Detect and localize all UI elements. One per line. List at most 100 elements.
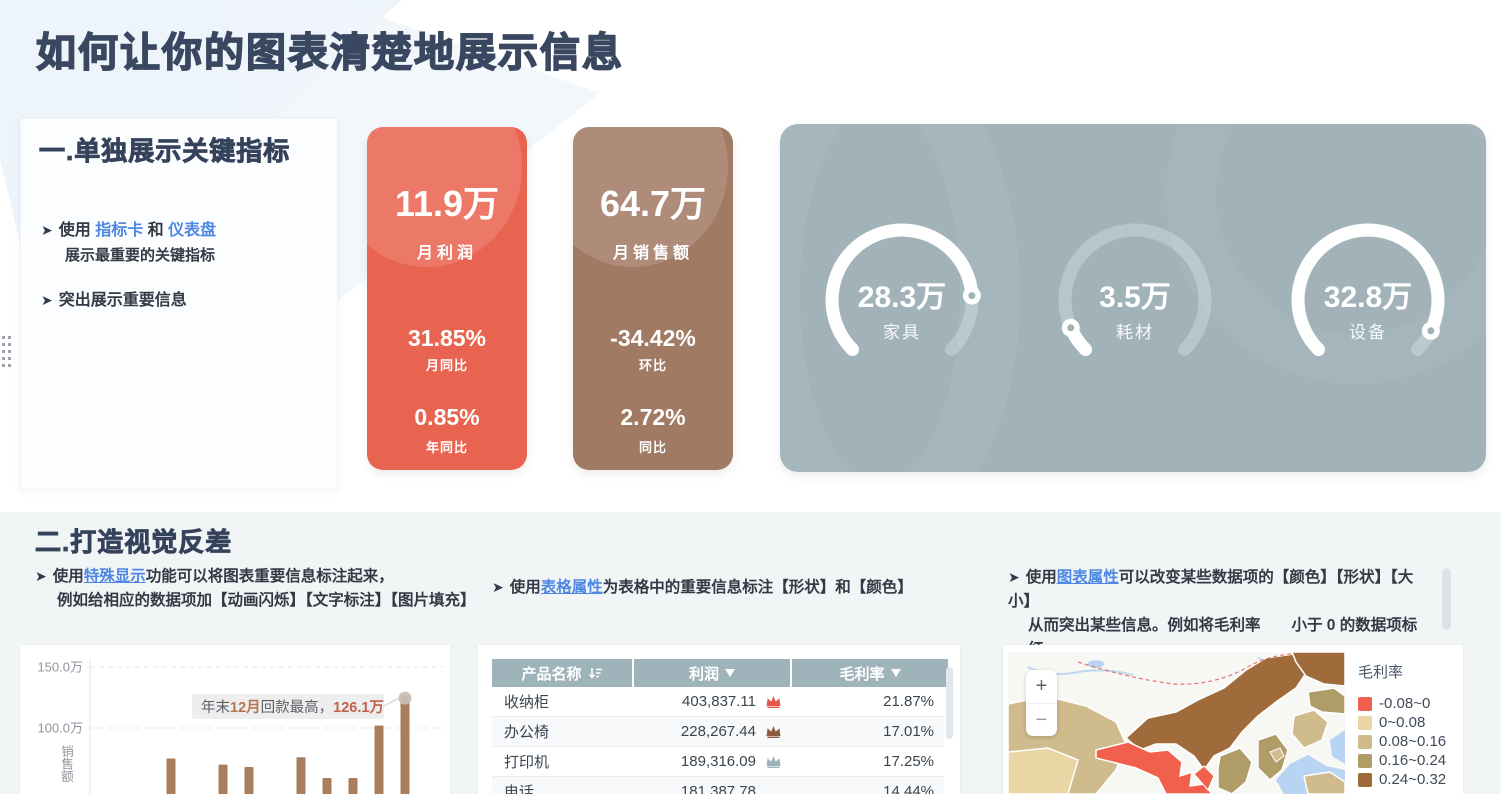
cell-margin: 14.44%	[883, 783, 934, 794]
map-region[interactable]	[1007, 747, 1079, 794]
column-header-profit[interactable]: 利润	[634, 659, 790, 687]
crown-rank-icon	[765, 694, 782, 712]
crown-rank-icon	[765, 724, 782, 742]
legend-swatch	[1358, 696, 1372, 711]
map-region[interactable]	[1217, 747, 1253, 794]
y-axis-label: 销售额	[59, 745, 73, 783]
gauge-家具: 28.3万 家具	[802, 200, 1002, 430]
bullet-text: 使用	[1025, 569, 1057, 586]
arrow-icon: ➤	[492, 579, 504, 595]
section1-heading: 一.单独展示关键指标	[39, 136, 291, 167]
cell-product-name: 电话	[504, 784, 535, 794]
y-axis-tick: 100.0万	[37, 721, 83, 736]
cell-margin: 21.87%	[883, 693, 934, 710]
bullet-text: 使用	[52, 568, 84, 585]
column-label: 产品名称	[521, 665, 582, 683]
map-canvas	[1007, 651, 1346, 794]
legend-label: 0~0.08	[1379, 714, 1426, 731]
kpi-metric-label: 同比	[638, 440, 667, 455]
filter-dropdown-icon[interactable]	[725, 669, 735, 677]
legend-label: 0.08~0.16	[1379, 733, 1447, 750]
bullet-text: 和	[143, 222, 169, 239]
legend-label: 0.16~0.24	[1379, 752, 1447, 769]
filter-dropdown-icon[interactable]	[890, 669, 901, 677]
legend-item[interactable]: 0.24~0.32	[1358, 770, 1460, 789]
map-region[interactable]	[1095, 741, 1213, 794]
bar	[322, 778, 332, 794]
link-chart-props[interactable]: 图表属性	[1056, 569, 1119, 586]
bullet-text: 突出展示重要信息	[58, 292, 187, 309]
legend-item[interactable]: 0~0.08	[1358, 713, 1460, 732]
sort-descending-icon[interactable]	[588, 667, 603, 680]
kpi-metric-label: 月同比	[425, 358, 468, 373]
zoom-out-button[interactable]: −	[1026, 703, 1057, 736]
chart-annotation-text: 年末12月回款最高，126.1万	[201, 699, 384, 716]
kpi-metric-label: 年同比	[425, 440, 468, 455]
table-row: 收纳柜 403,837.11 21.87%	[492, 687, 944, 717]
gauge-value: 28.3万	[857, 281, 947, 314]
chart-annotation-box	[192, 694, 384, 719]
section2-bullet-2: ➤ 使用表格属性为表格中的重要信息标注【形状】和【颜色】	[492, 576, 962, 600]
link-indicator-card[interactable]: 指标卡	[95, 222, 144, 239]
drag-handle[interactable]	[2, 336, 14, 370]
map-region[interactable]	[1124, 653, 1309, 772]
table-row: 打印机 189,316.09 17.25%	[492, 747, 944, 777]
cell-product-name: 打印机	[504, 754, 550, 771]
cell-margin: 17.01%	[883, 723, 934, 740]
cell-profit: 228,267.44	[634, 717, 790, 746]
section1-bullet-1: ➤ 使用 指标卡 和 仪表盘 展示最重要的关键指标	[41, 219, 321, 267]
map-region[interactable]	[1291, 709, 1329, 749]
kpi-card-sales: 64.7万 月销售额 -34.42% 环比 2.72% 同比	[573, 127, 733, 470]
legend-item[interactable]: 0.16~0.24	[1358, 751, 1460, 770]
legend-item[interactable]: -0.08~0	[1358, 694, 1460, 713]
section2-heading: 二.打造视觉反差	[35, 527, 233, 558]
zoom-in-button[interactable]: +	[1035, 675, 1048, 697]
bullet-text: 可以改变某些数据项的【颜色】【形状】【大小】	[1008, 569, 1414, 611]
gauge-设备: 32.8万 设备	[1268, 200, 1468, 430]
section1-bullet-2: ➤ 突出展示重要信息	[41, 289, 321, 314]
bullet-text: 展示最重要的关键指标	[65, 246, 216, 264]
cell-profit: 181,387.78	[680, 783, 756, 794]
table-header-row: 产品名称 利润 毛利率	[492, 659, 948, 687]
kpi-card-profit: 11.9万 月利润 31.85% 月同比 0.85% 年同比	[367, 127, 527, 470]
section1-panel: 一.单独展示关键指标 ➤ 使用 指标卡 和 仪表盘 展示最重要的关键指标 ➤ 突出展…	[20, 118, 338, 490]
kpi-metric-value: -34.42%	[610, 325, 696, 351]
kpi-metric-value: 2.72%	[620, 404, 686, 430]
table-card: 产品名称 利润 毛利率 收纳柜 403,837.11 21.87% 办公椅 228,26…	[478, 645, 960, 794]
legend-label: 0.24~0.32	[1379, 771, 1447, 788]
gauge-value: 32.8万	[1323, 281, 1413, 314]
bullet-text: 功能可以将图表重要信息标注起来，	[145, 568, 394, 585]
column-header-margin[interactable]: 毛利率	[792, 659, 948, 687]
kpi-value: 64.7万	[599, 183, 707, 224]
bar	[166, 758, 176, 794]
table-row: 办公椅 228,267.44 17.01%	[492, 717, 944, 747]
table-row: 电话 181,387.78 14.44%	[492, 777, 944, 794]
scrollbar-thumb[interactable]	[1442, 568, 1451, 630]
gauge-value: 3.5万	[1099, 281, 1171, 314]
legend-item[interactable]: 0.08~0.16	[1358, 732, 1460, 751]
bar	[348, 778, 358, 794]
gauge-panel: 28.3万 家具 3.5万 耗材 32.8万 设备	[780, 124, 1486, 472]
legend-swatch	[1358, 753, 1372, 768]
legend-swatch	[1358, 772, 1372, 787]
link-table-props[interactable]: 表格属性	[540, 579, 603, 596]
china-choropleth-map[interactable]: + −	[1007, 651, 1346, 794]
map-region[interactable]	[1269, 747, 1285, 763]
table-scrollbar-thumb[interactable]	[946, 667, 953, 739]
kpi-metric-value: 31.85%	[407, 325, 486, 351]
bar	[374, 725, 384, 794]
bullet-text: 例如给相应的数据项加【动画闪烁】【文字标注】【图片填充】	[57, 592, 476, 610]
column-header-product[interactable]: 产品名称	[492, 659, 632, 687]
cell-product-name: 办公椅	[504, 724, 550, 741]
link-gauge-dial[interactable]: 仪表盘	[168, 222, 217, 239]
data-table: 产品名称 利润 毛利率 收纳柜 403,837.11 21.87% 办公椅 228,26…	[492, 659, 948, 794]
map-card: + − 毛利率 -0.08~0 0~0.08 0.08~0.16 0.16~0.24 0…	[1003, 645, 1463, 794]
map-region[interactable]	[1193, 765, 1215, 792]
map-legend: 毛利率 -0.08~0 0~0.08 0.08~0.16 0.16~0.24 0.24~…	[1358, 661, 1460, 789]
kpi-label: 月利润	[416, 245, 477, 262]
gauge-耗材: 3.5万 耗材	[1035, 200, 1235, 430]
bar	[244, 767, 254, 794]
link-special-display[interactable]: 特殊显示	[83, 568, 146, 585]
page-title: 如何让你的图表清楚地展示信息	[35, 30, 624, 76]
